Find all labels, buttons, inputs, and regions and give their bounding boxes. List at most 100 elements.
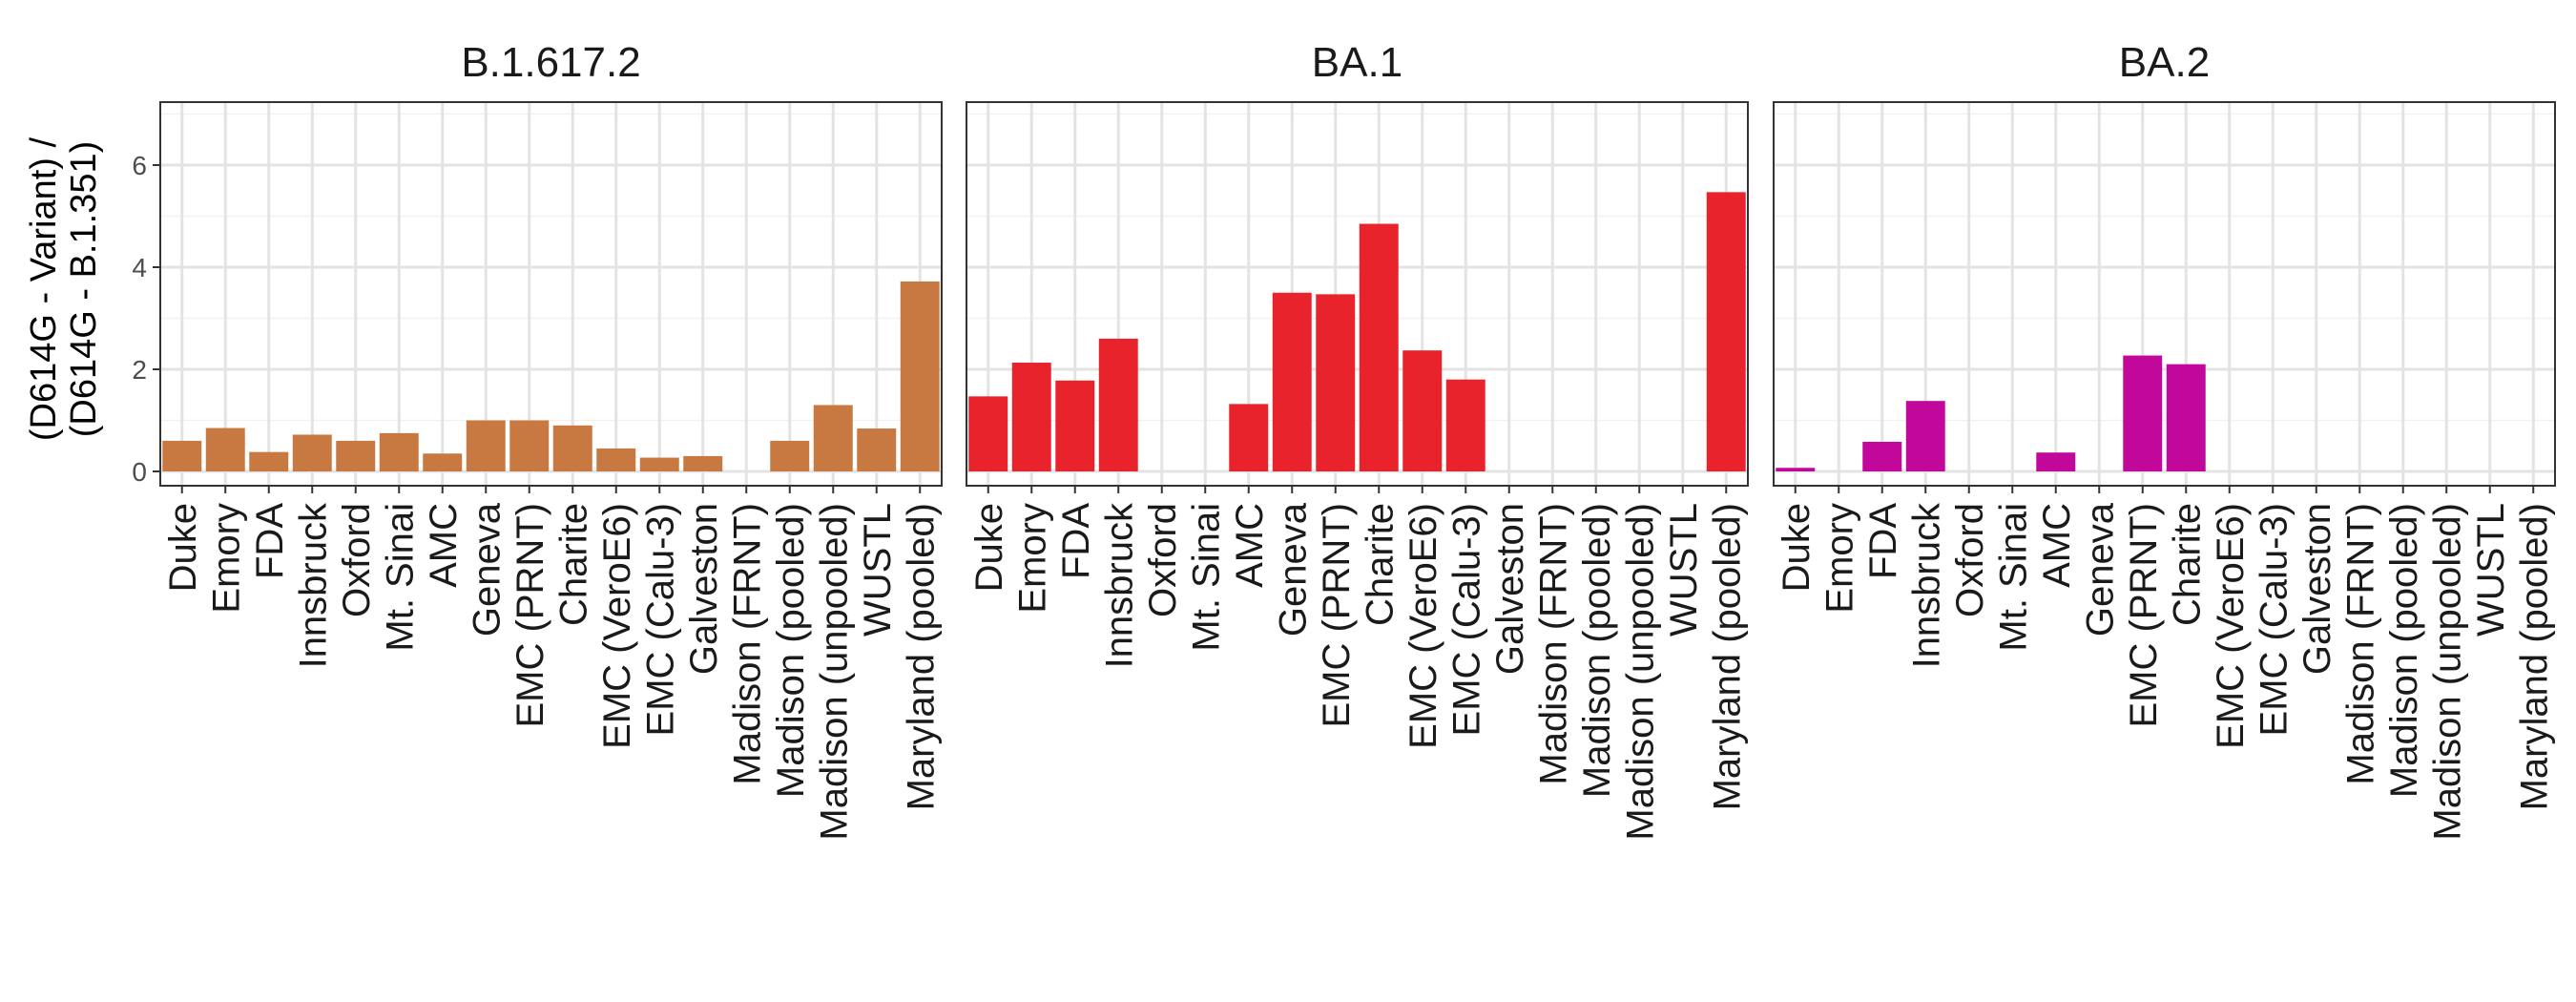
facet-panel: B.1.617.2 0 2 4 6 Duke Emory FDA Innsbruck Oxford…	[132, 39, 943, 841]
x-tick-label: Madison (unpooled)	[2426, 503, 2468, 841]
x-tick-label: Oxford	[1949, 503, 1991, 617]
x-tick-label: AMC	[423, 503, 465, 588]
x-tick-label: EMC (VeroE6)	[1402, 503, 1444, 749]
x-tick-label: WUSTL	[1663, 503, 1705, 637]
x-tick-label: FDA	[1055, 503, 1097, 579]
y-tick-label: 2	[132, 355, 147, 385]
panel-border	[159, 101, 943, 487]
x-tick-label: Geneva	[466, 502, 508, 637]
bar	[2123, 355, 2163, 471]
bar	[1316, 294, 1356, 471]
bar	[900, 281, 940, 471]
x-tick-label: Galveston	[683, 503, 725, 675]
y-axis-label-line-1: (D614G - Variant) /	[24, 136, 64, 441]
x-tick-label: EMC (Calu-3)	[1445, 503, 1487, 736]
facet-title: BA.2	[2119, 39, 2210, 86]
x-tick-label: EMC (PRNT)	[509, 503, 551, 728]
bar	[770, 440, 810, 471]
bar	[336, 440, 376, 471]
bar	[1098, 338, 1138, 471]
bar	[2166, 364, 2206, 471]
facet-title: B.1.617.2	[461, 39, 640, 86]
x-tick-label: EMC (VeroE6)	[2210, 503, 2252, 749]
x-tick-label: Madison (unpooled)	[1619, 503, 1661, 841]
bar	[1905, 401, 1945, 471]
x-tick-label: EMC (PRNT)	[2123, 503, 2165, 728]
bar	[466, 420, 506, 471]
facet-panel: BA.2 Duke Emory FDA Innsbruck Oxford Mt. Sinai…	[1773, 39, 2556, 841]
x-tick-label: Oxford	[1142, 503, 1184, 617]
y-axis-label-line-2: (D614G - B.1.351)	[64, 141, 104, 437]
x-tick-label: Emory	[1818, 503, 1860, 614]
bar	[683, 455, 723, 471]
x-tick-label: Oxford	[336, 503, 378, 617]
x-tick-label: Madison (FRNT)	[726, 503, 768, 785]
bar	[1229, 404, 1269, 471]
x-tick-label: EMC (PRNT)	[1316, 503, 1358, 728]
x-tick-label: Charite	[2166, 503, 2208, 626]
bar	[249, 451, 289, 471]
x-tick-label: Madison (pooled)	[770, 503, 812, 798]
x-tick-label: Madison (pooled)	[2383, 503, 2425, 798]
bar	[423, 453, 463, 471]
bar	[1862, 441, 1902, 471]
x-tick-label: AMC	[2036, 503, 2078, 588]
x-tick-label: Mt. Sinai	[379, 503, 421, 652]
y-tick-label: 6	[132, 151, 147, 180]
x-tick-label: Galveston	[2296, 503, 2338, 675]
panel-border	[966, 101, 1749, 487]
x-tick-label: Duke	[1776, 503, 1818, 592]
x-tick-label: Innsbruck	[292, 502, 334, 668]
x-tick-label: Emory	[205, 503, 247, 614]
x-tick-label: EMC (VeroE6)	[596, 503, 638, 749]
x-tick-label: WUSTL	[2470, 503, 2512, 637]
x-tick-label: Maryland (pooled)	[1706, 503, 1748, 810]
bar	[162, 440, 202, 471]
bar	[1445, 379, 1485, 471]
bar	[1272, 292, 1312, 471]
bar	[205, 428, 245, 471]
x-tick-label: Madison (FRNT)	[2339, 503, 2381, 785]
x-tick-label: Emory	[1011, 503, 1053, 614]
x-tick-label: Madison (pooled)	[1576, 503, 1618, 798]
bar	[1359, 223, 1399, 471]
facet-panel: BA.1 Duke Emory FDA Innsbruck Oxford Mt. Sinai…	[966, 39, 1749, 841]
x-tick-label: Maryland (pooled)	[2513, 503, 2555, 810]
bar	[292, 434, 332, 471]
x-tick-label: EMC (Calu-3)	[639, 503, 681, 736]
bar	[1011, 363, 1051, 471]
y-tick-label: 0	[132, 457, 147, 487]
x-tick-label: FDA	[1862, 503, 1904, 579]
bar	[1402, 350, 1443, 471]
x-tick-label: Duke	[968, 503, 1010, 592]
bar	[968, 396, 1008, 471]
y-tick-label: 4	[132, 253, 147, 282]
x-tick-label: Geneva	[2079, 502, 2121, 637]
bar	[552, 425, 592, 471]
x-tick-label: Innsbruck	[1905, 502, 1947, 668]
x-tick-label: EMC (Calu-3)	[2253, 503, 2295, 736]
x-tick-label: Mt. Sinai	[1992, 503, 2034, 652]
bar	[509, 420, 550, 471]
x-tick-label: Maryland (pooled)	[900, 503, 942, 810]
bar	[1706, 192, 1746, 472]
bar	[639, 457, 679, 471]
bar	[596, 448, 636, 471]
x-tick-label: AMC	[1229, 503, 1271, 588]
panel-border	[1773, 101, 2556, 487]
bar	[1055, 380, 1095, 471]
x-tick-label: Innsbruck	[1098, 502, 1140, 668]
x-tick-label: FDA	[249, 503, 291, 579]
x-tick-label: Charite	[552, 503, 594, 626]
y-axis-label: (D614G - Variant) / (D614G - B.1.351)	[24, 136, 104, 441]
x-tick-label: Galveston	[1489, 503, 1531, 675]
x-tick-label: Geneva	[1272, 502, 1314, 637]
bar	[857, 428, 897, 471]
x-tick-label: Madison (FRNT)	[1532, 503, 1574, 785]
facet-title: BA.1	[1312, 39, 1402, 86]
bar	[2036, 452, 2076, 471]
bar	[813, 405, 853, 471]
x-tick-label: Madison (unpooled)	[813, 503, 855, 841]
